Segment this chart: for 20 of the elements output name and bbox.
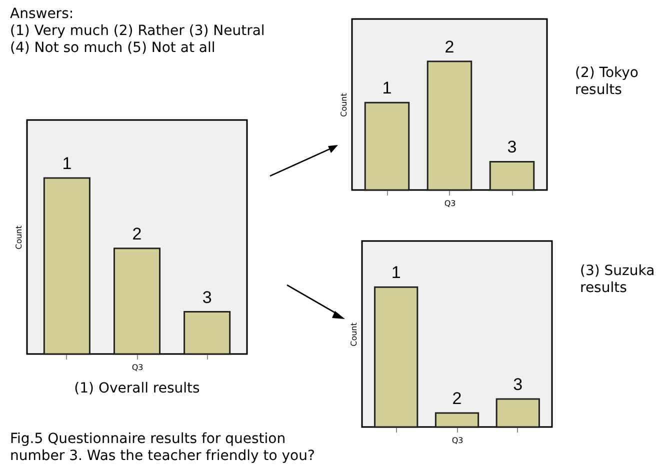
x-tick-label: 2 [444, 37, 454, 56]
text: (3) Suzuka results [580, 263, 655, 297]
x-tick-label: 3 [513, 375, 523, 394]
x-tick-label: 2 [452, 389, 462, 408]
x-axis-title: Q3 [452, 436, 464, 445]
text: (2) Tokyo results [575, 65, 638, 99]
x-tick-label: 1 [62, 154, 72, 174]
x-tick-label: 1 [391, 263, 401, 282]
y-axis-title: Count [14, 226, 24, 250]
x-axis-title: Q3 [132, 363, 144, 372]
y-axis-title: Count [340, 93, 348, 117]
x-tick-label: 2 [132, 224, 142, 244]
x-tick-label: 3 [202, 288, 212, 307]
y-axis-title: Count [350, 322, 358, 346]
text: Answers: (1) Very much (2) Rather (3) Neutral (4) Not so much (5) Not at all [10, 6, 265, 57]
text: (1) Overall results [74, 380, 200, 396]
caption: Fig.5 Questionnaire results for question number 3. Was the teacher friendly to you? [10, 431, 315, 465]
x-tick-label: 3 [507, 138, 517, 157]
x-tick-label: 1 [382, 78, 392, 98]
x-axis-title: Q3 [444, 199, 456, 208]
